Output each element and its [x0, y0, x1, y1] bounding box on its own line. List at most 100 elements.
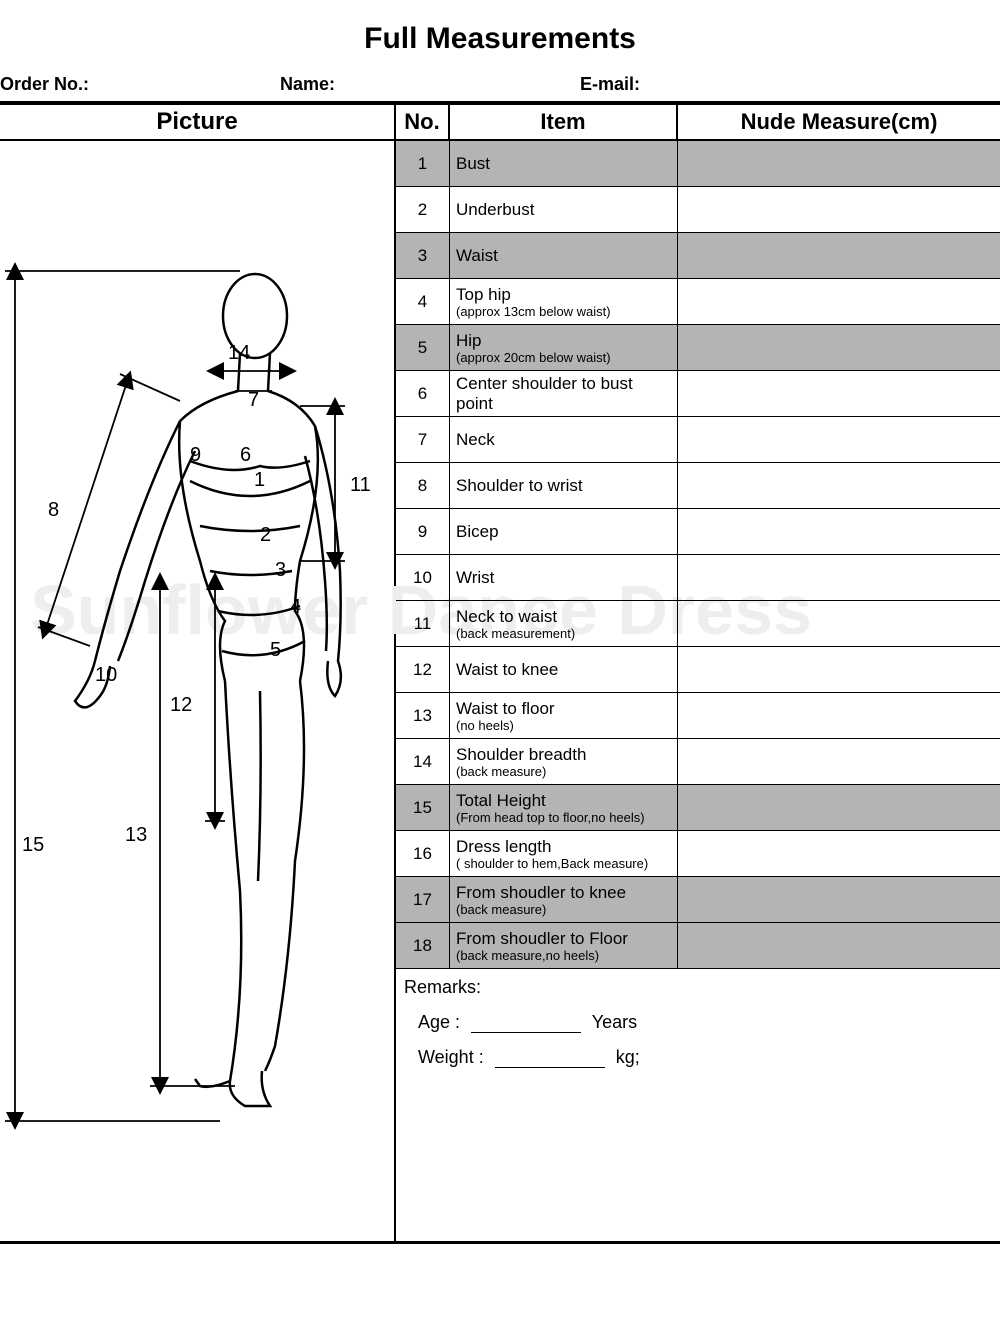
svg-text:2: 2	[260, 524, 271, 546]
cell-item: Waist to floor(no heels)	[450, 693, 678, 738]
picture-header: Picture	[0, 105, 394, 141]
cell-measure[interactable]	[678, 509, 1000, 554]
remarks-section: Remarks: Age : Years Weight : kg;	[396, 969, 1000, 1241]
cell-item: Top hip(approx 13cm below waist)	[450, 279, 678, 324]
cell-no: 3	[396, 233, 450, 278]
svg-text:15: 15	[22, 834, 44, 856]
picture-column: Picture	[0, 105, 396, 1241]
cell-measure[interactable]	[678, 233, 1000, 278]
cell-no: 7	[396, 417, 450, 462]
cell-measure[interactable]	[678, 785, 1000, 830]
table-row: 17From shoudler to knee(back measure)	[396, 877, 1000, 923]
page-title: Full Measurements	[0, 0, 1000, 74]
cell-measure[interactable]	[678, 325, 1000, 370]
cell-measure[interactable]	[678, 463, 1000, 508]
table-row: 13Waist to floor(no heels)	[396, 693, 1000, 739]
header-item: Item	[450, 105, 678, 139]
table-column: No. Item Nude Measure(cm) 1Bust2Underbus…	[396, 105, 1000, 1241]
cell-no: 12	[396, 647, 450, 692]
table-row: 5Hip(approx 20cm below waist)	[396, 325, 1000, 371]
cell-no: 5	[396, 325, 450, 370]
table-row: 15Total Height(From head top to floor,no…	[396, 785, 1000, 831]
cell-measure[interactable]	[678, 279, 1000, 324]
cell-no: 10	[396, 555, 450, 600]
table-header: No. Item Nude Measure(cm)	[396, 105, 1000, 141]
cell-item: Hip(approx 20cm below waist)	[450, 325, 678, 370]
cell-measure[interactable]	[678, 739, 1000, 784]
table-row: 1Bust	[396, 141, 1000, 187]
bottom-border	[0, 1241, 1000, 1244]
cell-no: 6	[396, 371, 450, 416]
table-row: 10Wrist	[396, 555, 1000, 601]
svg-text:13: 13	[125, 824, 147, 846]
cell-item: Waist	[450, 233, 678, 278]
cell-item: Bust	[450, 141, 678, 186]
email-label: E-mail:	[580, 74, 900, 95]
table-row: 8Shoulder to wrist	[396, 463, 1000, 509]
info-row: Order No.: Name: E-mail:	[0, 74, 1000, 104]
table-row: 3Waist	[396, 233, 1000, 279]
table-row: 2Underbust	[396, 187, 1000, 233]
main-area: Picture	[0, 104, 1000, 1241]
cell-item: From shoudler to Floor(back measure,no h…	[450, 923, 678, 968]
cell-measure[interactable]	[678, 831, 1000, 876]
cell-no: 13	[396, 693, 450, 738]
weight-unit: kg;	[616, 1047, 640, 1067]
cell-no: 17	[396, 877, 450, 922]
figure-diagram: 1 2 3 4 5 6 7 8 9 10 11 12 13 14	[0, 141, 396, 1241]
cell-item: Waist to knee	[450, 647, 678, 692]
order-no-label: Order No.:	[0, 74, 280, 95]
cell-item: Total Height(From head top to floor,no h…	[450, 785, 678, 830]
svg-text:3: 3	[275, 559, 286, 581]
picture-body: 1 2 3 4 5 6 7 8 9 10 11 12 13 14	[0, 141, 394, 1241]
table-row: 6 Center shoulder to bust point	[396, 371, 1000, 417]
svg-text:4: 4	[290, 596, 301, 618]
cell-no: 11	[396, 601, 450, 646]
cell-item: Wrist	[450, 555, 678, 600]
name-label: Name:	[280, 74, 580, 95]
table-row: 11Neck to waist(back measurement)	[396, 601, 1000, 647]
cell-measure[interactable]	[678, 187, 1000, 232]
header-measure: Nude Measure(cm)	[678, 105, 1000, 139]
cell-measure[interactable]	[678, 417, 1000, 462]
cell-item: Bicep	[450, 509, 678, 554]
cell-measure[interactable]	[678, 601, 1000, 646]
table-row: 12Waist to knee	[396, 647, 1000, 693]
cell-measure[interactable]	[678, 647, 1000, 692]
cell-no: 4	[396, 279, 450, 324]
cell-item: Shoulder to wrist	[450, 463, 678, 508]
age-input-line[interactable]	[471, 1015, 581, 1033]
cell-no: 15	[396, 785, 450, 830]
age-unit: Years	[592, 1012, 637, 1032]
svg-text:1: 1	[254, 469, 265, 491]
svg-text:14: 14	[228, 342, 250, 364]
weight-label: Weight :	[418, 1047, 484, 1067]
weight-input-line[interactable]	[495, 1050, 605, 1068]
cell-item: Shoulder breadth(back measure)	[450, 739, 678, 784]
svg-text:8: 8	[48, 499, 59, 521]
header-no: No.	[396, 105, 450, 139]
cell-item: Dress length( shoulder to hem,Back measu…	[450, 831, 678, 876]
table-row: 4Top hip(approx 13cm below waist)	[396, 279, 1000, 325]
cell-measure[interactable]	[678, 877, 1000, 922]
table-row: 18From shoudler to Floor(back measure,no…	[396, 923, 1000, 969]
cell-measure[interactable]	[678, 141, 1000, 186]
cell-no: 8	[396, 463, 450, 508]
svg-text:5: 5	[270, 639, 281, 661]
svg-text:6: 6	[240, 444, 251, 466]
svg-text:10: 10	[95, 664, 117, 686]
cell-item: Neck to waist(back measurement)	[450, 601, 678, 646]
cell-item: From shoudler to knee(back measure)	[450, 877, 678, 922]
cell-no: 2	[396, 187, 450, 232]
svg-text:7: 7	[248, 389, 259, 411]
cell-item: Underbust	[450, 187, 678, 232]
svg-text:12: 12	[170, 694, 192, 716]
cell-measure[interactable]	[678, 923, 1000, 968]
cell-measure[interactable]	[678, 371, 1000, 416]
cell-measure[interactable]	[678, 693, 1000, 738]
table-row: 16Dress length( shoulder to hem,Back mea…	[396, 831, 1000, 877]
cell-measure[interactable]	[678, 555, 1000, 600]
table-row: 7Neck	[396, 417, 1000, 463]
table-row: 9Bicep	[396, 509, 1000, 555]
age-label: Age :	[418, 1012, 460, 1032]
